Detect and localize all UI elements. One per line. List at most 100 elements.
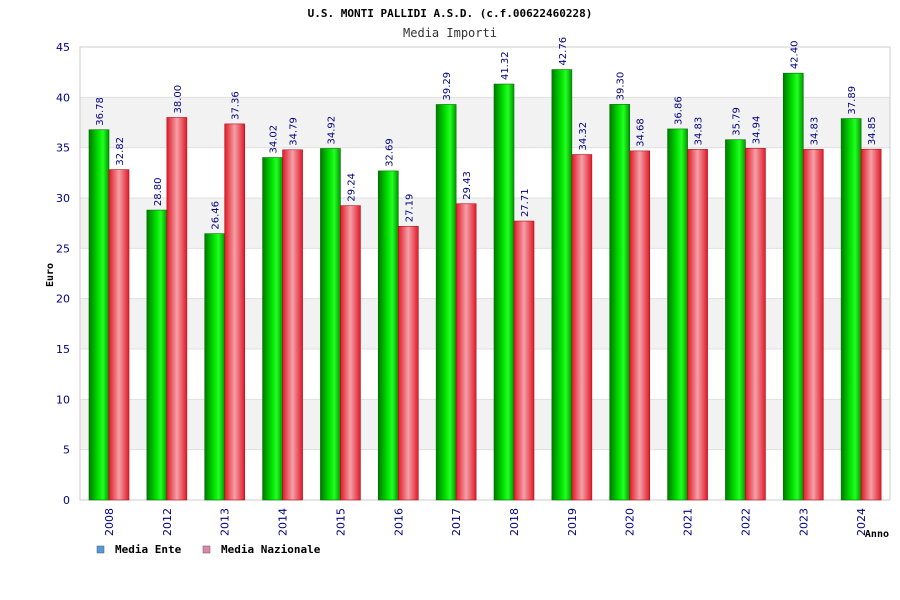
bar-media-nazionale [687, 149, 708, 501]
x-tick-label: 2015 [334, 508, 347, 536]
data-label: 37.36 [231, 91, 242, 120]
grid-band [80, 248, 890, 299]
y-tick-label: 10 [56, 393, 70, 406]
bar-media-nazionale [340, 205, 361, 501]
x-tick-label: 2017 [450, 508, 463, 536]
data-label: 42.76 [558, 37, 569, 66]
bar-media-nazionale [860, 148, 882, 501]
y-axis-title: Euro [45, 263, 56, 287]
legend-label-media-ente: Media Ente [115, 543, 182, 556]
data-label: 34.02 [269, 125, 280, 154]
y-tick-label: 25 [56, 242, 70, 255]
bar-media-ente [493, 83, 515, 501]
data-label: 29.43 [462, 171, 473, 200]
data-label: 34.83 [694, 117, 705, 146]
x-tick-label: 2020 [624, 508, 637, 536]
data-label: 27.19 [404, 194, 415, 223]
data-label: 36.86 [674, 96, 685, 125]
data-label: 32.82 [115, 137, 126, 166]
grid-band [80, 449, 890, 500]
x-tick-label: 2018 [508, 508, 521, 536]
data-label: 34.94 [751, 116, 762, 145]
x-tick-label: 2008 [103, 508, 116, 536]
data-label: 35.79 [731, 107, 742, 136]
legend: Media Ente Media Nazionale [96, 543, 321, 556]
data-label: 39.30 [616, 72, 627, 101]
grid-band [80, 47, 890, 98]
data-label: 26.46 [211, 201, 222, 230]
data-label: 32.69 [384, 138, 395, 167]
data-label: 38.00 [173, 85, 184, 114]
x-axis-ticks: 2008 2012 2013 2014 2015 2016 2017 2018 2019 2020… [103, 508, 868, 536]
data-label: 34.85 [867, 117, 878, 146]
data-label: 29.24 [346, 173, 357, 202]
bar-media-nazionale [513, 220, 535, 501]
data-label: 36.78 [95, 97, 106, 126]
bar-media-ente [840, 118, 862, 501]
data-label: 34.92 [326, 116, 337, 145]
y-tick-label: 30 [56, 192, 70, 205]
chart-subtitle: Media Importi [403, 26, 497, 40]
data-label: 34.79 [289, 117, 300, 146]
plot-background [79, 46, 891, 501]
x-tick-label: 2016 [392, 508, 405, 536]
grid-band [80, 349, 890, 400]
bar-media-nazionale [802, 149, 824, 501]
bar-media-ente [204, 233, 226, 501]
bar-media-ente [609, 104, 631, 501]
data-label: 39.29 [442, 72, 453, 101]
data-label: 27.71 [520, 188, 531, 217]
legend-label-media-nazionale: Media Nazionale [221, 543, 321, 556]
bar-media-ente [320, 148, 341, 501]
grid-band [80, 147, 890, 198]
bar-media-nazionale [397, 225, 419, 501]
data-label: 37.89 [847, 86, 858, 115]
bar-media-nazionale [745, 147, 766, 501]
grid-band [80, 298, 890, 349]
bar-media-ente [782, 72, 804, 501]
legend-swatch-media-ente [96, 545, 105, 554]
data-label: 34.68 [636, 118, 647, 147]
data-label: 41.32 [500, 51, 511, 80]
x-tick-label: 2019 [566, 508, 579, 536]
bar-media-nazionale [108, 169, 130, 501]
grid-band [80, 97, 890, 148]
bar-media-ente [146, 209, 168, 501]
bar-media-ente [667, 128, 688, 501]
bar-media-nazionale [455, 203, 477, 501]
bar-media-nazionale [629, 150, 651, 501]
legend-swatch-media-nazionale [202, 545, 211, 554]
y-tick-label: 20 [56, 293, 70, 306]
bar-media-ente [262, 157, 283, 501]
x-tick-label: 2021 [682, 508, 695, 536]
y-tick-label: 15 [56, 343, 70, 356]
bar-media-ente [435, 104, 457, 501]
x-tick-label: 2023 [797, 508, 810, 536]
y-tick-label: 40 [56, 91, 70, 104]
x-axis-title: Anno [865, 529, 889, 540]
chart-title: U.S. MONTI PALLIDI A.S.D. (c.f.006224602… [308, 7, 593, 20]
bars: 36.78 32.82 28.80 38.00 26.46 37.36 34.02 34.79… [88, 37, 882, 501]
y-tick-label: 35 [56, 142, 70, 155]
data-label: 34.32 [578, 122, 589, 151]
bar-media-ente [725, 139, 746, 501]
bar-media-ente [88, 129, 110, 501]
x-tick-label: 2013 [219, 508, 232, 536]
grid-band [80, 399, 890, 450]
plot-frame [79, 46, 891, 501]
data-label: 42.40 [789, 41, 800, 70]
bar-media-ente [377, 170, 399, 501]
bar-media-nazionale [166, 117, 188, 501]
y-axis-ticks: 0 5 10 15 20 25 30 35 40 45 [56, 41, 70, 507]
y-tick-label: 0 [63, 494, 70, 507]
x-tick-label: 2012 [161, 508, 174, 536]
bar-media-ente [551, 69, 573, 501]
x-tick-label: 2022 [739, 508, 752, 536]
y-tick-label: 45 [56, 41, 70, 54]
y-tick-label: 5 [63, 444, 70, 457]
x-tick-label: 2014 [277, 508, 290, 536]
grid-band [80, 198, 890, 249]
x-tick-label: 2024 [855, 508, 868, 536]
bar-media-nazionale [571, 154, 593, 501]
